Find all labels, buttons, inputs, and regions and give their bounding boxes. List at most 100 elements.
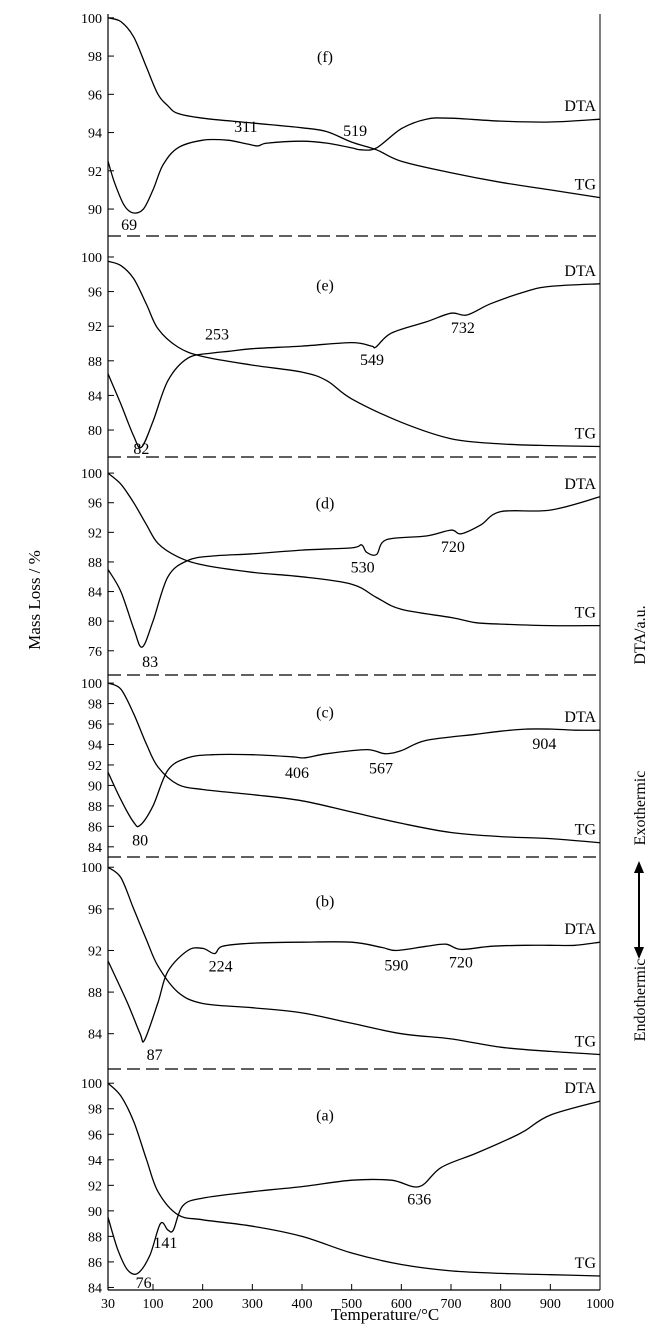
y-tick-label: 98 — [88, 50, 102, 65]
y-tick-label: 88 — [88, 800, 102, 815]
y-tick-label: 88 — [88, 556, 102, 571]
dta-curve-label: DTA — [564, 263, 596, 280]
y-tick-label: 90 — [88, 1205, 102, 1220]
x-tick-label: 900 — [540, 1297, 561, 1312]
right-axis-label: DTA/a.u. — [632, 605, 649, 664]
peak-annotation: 76 — [136, 1275, 152, 1292]
tg-curve — [107, 260, 601, 448]
exothermic-label: Exothermic — [632, 771, 649, 846]
y-tick-label: 84 — [88, 586, 102, 601]
dta-curve — [107, 941, 601, 1043]
y-tick-label: 84 — [88, 389, 102, 404]
peak-annotation: 224 — [209, 959, 233, 976]
endothermic-label: Endothermic — [632, 959, 649, 1042]
y-tick-label: 80 — [88, 424, 102, 439]
y-tick-label: 100 — [81, 12, 102, 27]
dta-curve — [107, 283, 601, 449]
y-tick-label: 96 — [88, 497, 102, 512]
y-tick-label: 88 — [88, 1230, 102, 1245]
peak-annotation: 141 — [153, 1235, 177, 1252]
dta-curve — [107, 1100, 601, 1275]
y-tick-label: 96 — [88, 903, 102, 918]
dta-curve — [107, 117, 601, 214]
y-tick-label: 98 — [88, 698, 102, 713]
y-tick-label: 86 — [88, 1256, 102, 1271]
panel-label: (d) — [316, 495, 335, 512]
x-tick-label: 30 — [101, 1297, 115, 1312]
y-tick-label: 92 — [88, 165, 102, 180]
y-tick-label: 92 — [88, 1179, 102, 1194]
y-tick-label: 100 — [81, 467, 102, 482]
y-axis-label: Mass Loss / % — [25, 550, 44, 650]
x-tick-label: 200 — [192, 1297, 213, 1312]
x-tick-label: 500 — [341, 1297, 362, 1312]
y-tick-label: 84 — [88, 1028, 102, 1043]
tg-curve — [107, 1082, 601, 1277]
y-tick-label: 100 — [81, 861, 102, 876]
dta-curve-label: DTA — [564, 98, 596, 115]
tg-curve-label: TG — [575, 1255, 597, 1272]
dta-curve-label: DTA — [564, 921, 596, 938]
tg-curve — [107, 866, 601, 1056]
peak-annotation: 549 — [360, 352, 384, 369]
dta-curve-label: DTA — [564, 1080, 596, 1097]
y-tick-label: 86 — [88, 820, 102, 835]
y-tick-label: 92 — [88, 320, 102, 335]
panel-label: (f) — [317, 49, 333, 66]
peak-annotation: 636 — [407, 1192, 431, 1209]
peak-annotation: 732 — [451, 320, 475, 337]
y-tick-label: 84 — [88, 1281, 102, 1296]
plot-area: 30 100 200 300 400 500 600 700 800 900 1000 90 92 94 9… — [81, 12, 614, 1312]
y-tick-label: 80 — [88, 615, 102, 630]
panel-label: (c) — [316, 705, 334, 722]
peak-annotation: 69 — [121, 217, 137, 234]
y-tick-label: 96 — [88, 1128, 102, 1143]
dta-curve-label: DTA — [564, 709, 596, 726]
peak-annotation: 83 — [142, 654, 158, 671]
panel-label: (b) — [316, 893, 335, 910]
peak-annotation: 904 — [532, 736, 556, 753]
tg-curve — [107, 17, 601, 199]
y-tick-label: 90 — [88, 779, 102, 794]
x-tick-label: 400 — [292, 1297, 313, 1312]
x-tick-label: 1000 — [586, 1297, 614, 1312]
peak-annotation: 87 — [147, 1047, 163, 1064]
peak-annotation: 519 — [343, 123, 367, 140]
panel-label: (e) — [316, 278, 334, 295]
panel-label: (a) — [316, 1108, 334, 1125]
x-tick-label: 800 — [490, 1297, 511, 1312]
x-tick-label: 300 — [242, 1297, 263, 1312]
y-tick-label: 96 — [88, 88, 102, 103]
y-tick-label: 100 — [81, 1077, 102, 1092]
x-tick-label: 100 — [143, 1297, 164, 1312]
y-tick-label: 100 — [81, 677, 102, 692]
y-tick-label: 92 — [88, 759, 102, 774]
y-tick-label: 100 — [81, 251, 102, 266]
peak-annotation: 720 — [449, 954, 473, 971]
y-tick-label: 92 — [88, 526, 102, 541]
y-tick-label: 92 — [88, 944, 102, 959]
peak-annotation: 590 — [384, 957, 408, 974]
y-tick-label: 96 — [88, 718, 102, 733]
y-tick-label: 94 — [88, 1154, 102, 1169]
x-tick-label: 700 — [441, 1297, 462, 1312]
dta-curve-label: DTA — [564, 476, 596, 493]
y-tick-label: 94 — [88, 738, 102, 753]
y-tick-label: 90 — [88, 203, 102, 218]
peak-annotation: 253 — [205, 326, 229, 343]
tg-curve — [107, 472, 601, 627]
x-tick-label: 600 — [391, 1297, 412, 1312]
peak-annotation: 80 — [132, 832, 148, 849]
peak-annotation: 720 — [441, 539, 465, 556]
y-tick-label: 88 — [88, 986, 102, 1001]
y-tick-label: 84 — [88, 841, 102, 856]
x-axis-label: Temperature/°C — [331, 1305, 440, 1324]
y-tick-label: 98 — [88, 1103, 102, 1118]
dta-curve — [107, 728, 601, 828]
exo-endo-arrow — [634, 861, 644, 959]
peak-annotation: 567 — [369, 761, 393, 778]
y-tick-label: 94 — [88, 127, 102, 142]
y-tick-label: 76 — [88, 645, 102, 660]
peak-annotation: 406 — [285, 765, 309, 782]
